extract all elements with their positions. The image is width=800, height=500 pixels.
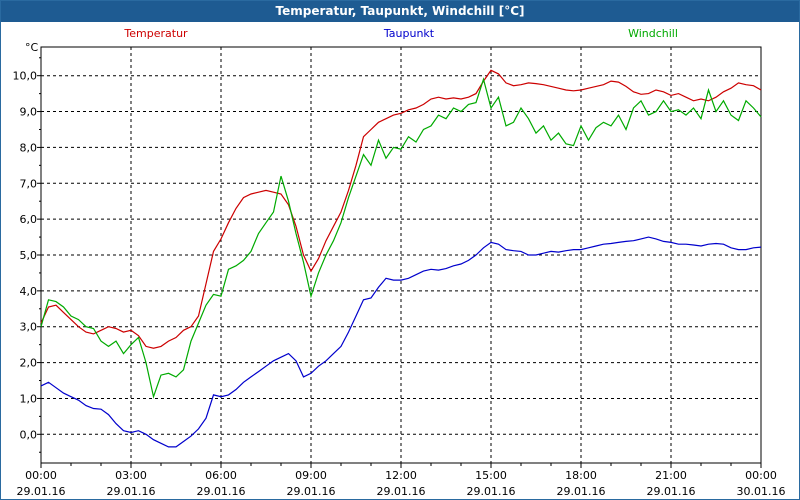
- series-line-taupunkt: [40, 236, 762, 448]
- x-tick-date: 29.01.16: [197, 485, 246, 498]
- series-lines: [40, 69, 762, 448]
- x-tick-time: 21:00: [655, 469, 687, 482]
- x-tick-time: 18:00: [565, 469, 597, 482]
- legend-taupunkt: Taupunkt: [383, 27, 435, 40]
- y-tick-label: 0,0: [20, 428, 38, 441]
- series-line-windchill: [40, 77, 762, 399]
- x-tick-time: 15:00: [475, 469, 507, 482]
- x-tick-date: 29.01.16: [557, 485, 606, 498]
- x-tick-date: 29.01.16: [647, 485, 696, 498]
- y-tick-label: 6,0: [20, 213, 38, 226]
- x-tick-time: 09:00: [295, 469, 327, 482]
- y-tick-label: 4,0: [20, 285, 38, 298]
- y-axis-unit: °C: [25, 41, 39, 54]
- x-tick-date: 29.01.16: [377, 485, 426, 498]
- y-tick-label: 7,0: [20, 177, 38, 190]
- x-tick-time: 12:00: [385, 469, 417, 482]
- y-tick-label: 2,0: [20, 357, 38, 370]
- y-tick-label: 9,0: [20, 106, 38, 119]
- x-tick-time: 06:00: [205, 469, 237, 482]
- labels: 0,0 1,0 2,0 3,0 4,0 5,0 6,0 7,0 8,0 9,0 10,0 °C 00:0…: [13, 27, 786, 498]
- y-tick-label: 8,0: [20, 141, 38, 154]
- x-tick-time: 00:00: [25, 469, 57, 482]
- series-line-temperatur: [40, 69, 762, 349]
- y-tick-label: 10,0: [13, 70, 38, 83]
- legend-temperatur: Temperatur: [123, 27, 188, 40]
- grid: [41, 47, 761, 463]
- chart-title: Temperatur, Taupunkt, Windchill [°C]: [1, 1, 799, 22]
- axes: [37, 46, 762, 468]
- x-tick-date: 29.01.16: [287, 485, 336, 498]
- y-tick-label: 3,0: [20, 321, 38, 334]
- x-tick-time: 03:00: [115, 469, 147, 482]
- y-tick-label: 1,0: [20, 392, 38, 405]
- legend-windchill: Windchill: [628, 27, 678, 40]
- x-tick-date: 30.01.16: [737, 485, 786, 498]
- x-tick-date: 29.01.16: [467, 485, 516, 498]
- x-tick-time: 00:00: [745, 469, 777, 482]
- x-tick-date: 29.01.16: [107, 485, 156, 498]
- x-tick-date: 29.01.16: [17, 485, 66, 498]
- y-tick-label: 5,0: [20, 249, 38, 262]
